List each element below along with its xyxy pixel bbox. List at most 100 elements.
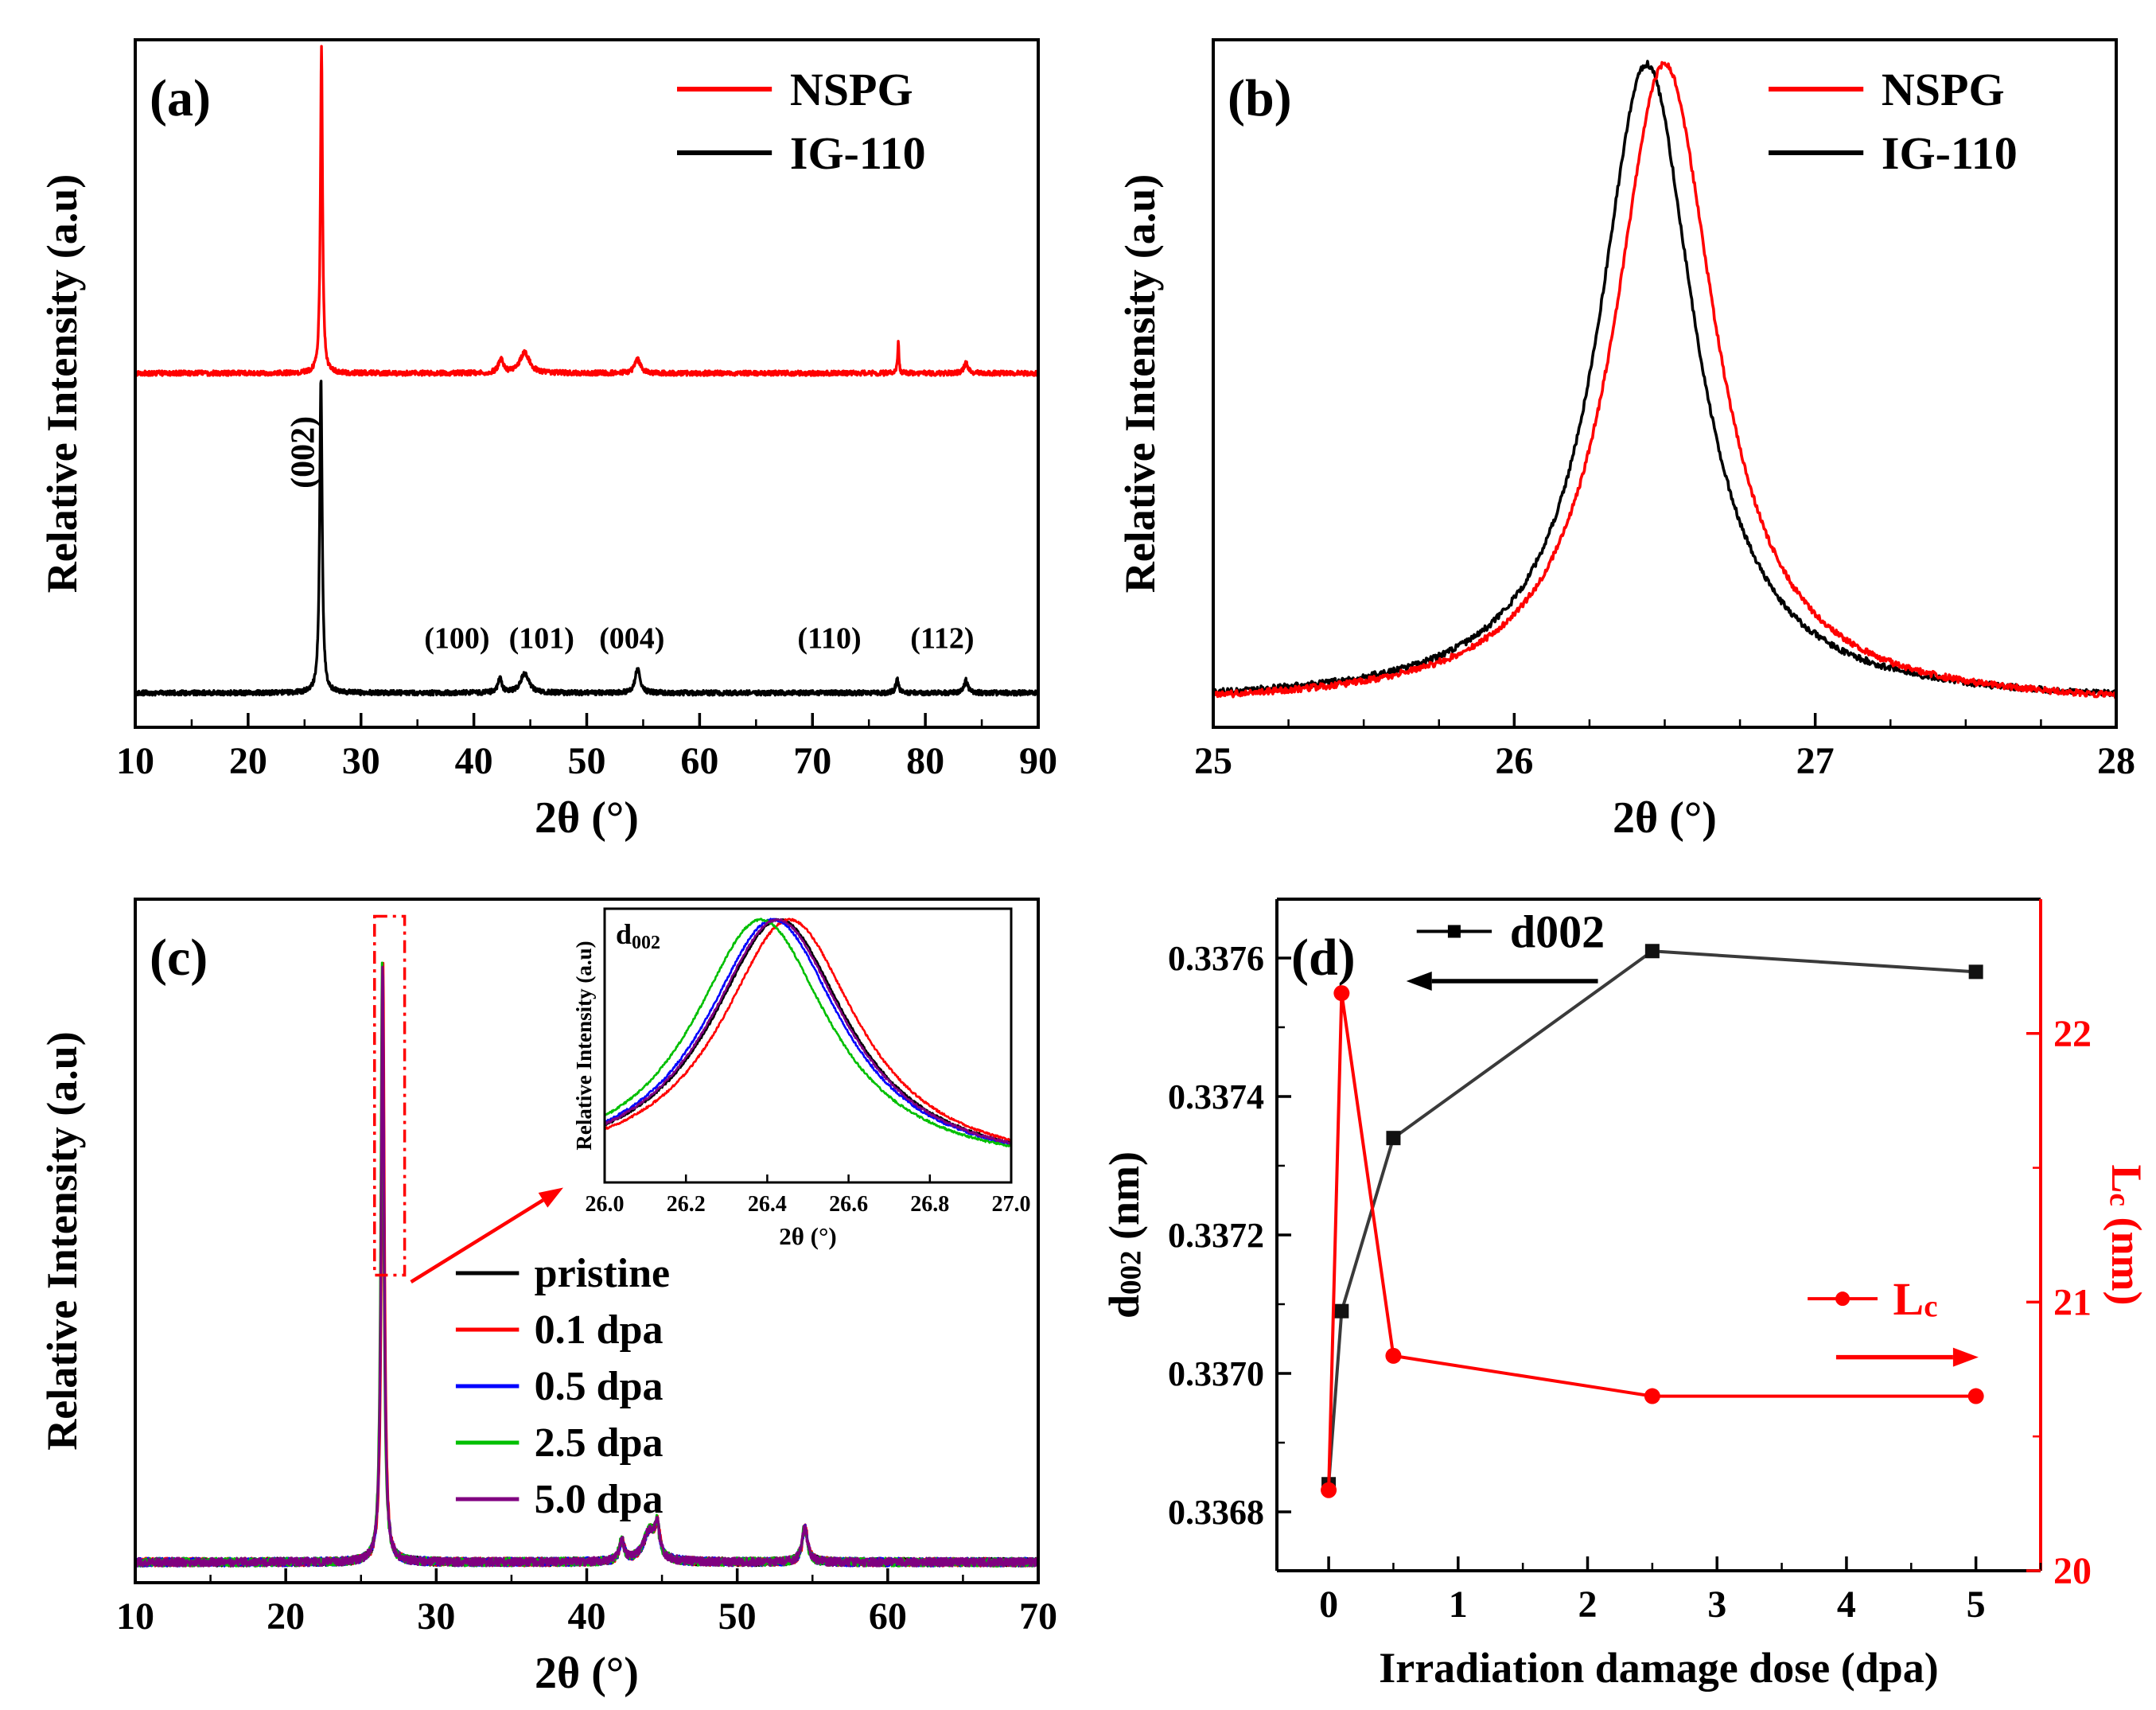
legend-label: 2.5 dpa: [535, 1420, 664, 1466]
x-tick-label: 3: [1707, 1583, 1726, 1626]
peak-label: (004): [599, 622, 664, 656]
panel-b-plot: 25 26 27 28 2θ (°) Relative Intensity (a.u) (b…: [1116, 38, 2135, 843]
panel-c-plot: 26.0 26.2 26.4 26.6 26.8 27.0 2θ (°) Relative I…: [38, 898, 1057, 1698]
legend-label: 5.0 dpa: [535, 1477, 664, 1522]
left-y-axis-label: d002 (nm): [1100, 1151, 1148, 1319]
marker-square-d002: [1644, 944, 1660, 959]
x-axis-label: 2θ (°): [535, 1649, 639, 1698]
left-tick-label: 0.3376: [1168, 938, 1264, 977]
panel-b-chart: 25 26 27 28 2θ (°) Relative Intensity (a.u) (b…: [1078, 0, 2156, 855]
x-tick-label: 10: [116, 1595, 154, 1638]
marker-circle-Lc: [1967, 1388, 1984, 1404]
x-tick-label: 90: [1019, 740, 1057, 782]
right-tick-label: 22: [2053, 1012, 2092, 1054]
peak-label: (100): [424, 622, 489, 656]
panel-label: (c): [150, 929, 208, 987]
y-axis-label: Relative Intensity (a.u): [1116, 174, 1164, 593]
inset-x-tick-label: 26.4: [748, 1192, 787, 1217]
legend-label: NSPG: [790, 64, 913, 115]
annotation-marker-circle: [1835, 1291, 1851, 1307]
right-y-axis-label: Lc (nm): [2103, 1165, 2150, 1306]
annotation-label: Lc: [1893, 1273, 1938, 1325]
inset-series-5.0-dpa: [603, 917, 1013, 1145]
marker-circle-Lc: [1333, 985, 1350, 1002]
panel-a-chart: 10 20 30 40 50 60 70 80 90 2θ (°) Relative Intensi…: [0, 0, 1078, 855]
peak-label: (101): [509, 622, 574, 656]
left-tick-label: 0.3372: [1168, 1216, 1264, 1255]
left-tick-label: 0.3374: [1168, 1077, 1264, 1116]
panel-label: (b): [1228, 69, 1292, 127]
arrow-line: [410, 1198, 544, 1283]
right-tick-label: 21: [2053, 1281, 2092, 1323]
x-tick-label: 2: [1578, 1583, 1598, 1626]
arrow-head: [538, 1187, 563, 1208]
y-axis-label: Relative Intensity (a.u): [38, 1031, 86, 1450]
inset-x-tick-label: 26.8: [910, 1192, 949, 1217]
x-tick-label: 10: [116, 740, 154, 782]
series-line-Lc: [1327, 991, 1976, 1490]
x-tick-label: 40: [455, 740, 493, 782]
inset-x-tick-label: 26.2: [667, 1192, 706, 1217]
panel-a-plot: 10 20 30 40 50 60 70 80 90 2θ (°) Relative Intensi…: [38, 38, 1057, 843]
x-axis-label: 2θ (°): [1613, 793, 1717, 843]
x-axis-label: Irradiation damage dose (dpa): [1379, 1644, 1939, 1692]
series-NSPG: [1212, 60, 2118, 699]
x-tick-label: 4: [1837, 1583, 1856, 1626]
panel-label: (a): [150, 69, 211, 127]
inset-background: [601, 906, 1014, 1186]
left-tick-label: 0.3370: [1168, 1354, 1264, 1393]
x-tick-label: 80: [906, 740, 944, 782]
legend-label: IG-110: [1882, 127, 2018, 179]
x-tick-label: 26: [1495, 740, 1533, 782]
marker-square-d002: [1334, 1303, 1349, 1319]
marker-circle-Lc: [1644, 1388, 1660, 1404]
arrow-head: [1406, 971, 1432, 991]
inset-frame: [603, 907, 1013, 1184]
panel-d-chart: 0 1 2 3 4 5 0.3368 0.3370 0.3372 0.3374 0.3376 20 21…: [1078, 855, 2156, 1710]
x-tick-label: 30: [342, 740, 380, 782]
marker-circle-Lc: [1385, 1347, 1402, 1364]
panel-c-chart: 26.0 26.2 26.4 26.6 26.8 27.0 2θ (°) Relative I…: [0, 855, 1078, 1710]
inset-series-0.1-dpa: [603, 917, 1013, 1142]
inset-y-axis-label: Relative Intensity (a.u): [572, 941, 596, 1150]
x-tick-label: 27: [1796, 740, 1835, 782]
x-tick-label: 25: [1194, 740, 1232, 782]
inset-x-axis-label: 2θ (°): [779, 1222, 836, 1250]
x-tick-label: 28: [2097, 740, 2135, 782]
x-tick-label: 50: [718, 1595, 757, 1638]
inset-corner-label: d002: [616, 918, 660, 953]
inset-x-tick-label: 27.0: [992, 1192, 1031, 1217]
legend-label: IG-110: [790, 127, 926, 179]
x-tick-label: 40: [568, 1595, 606, 1638]
x-tick-label: 5: [1967, 1583, 1986, 1626]
peak-highlight-box: [373, 914, 407, 1277]
marker-square-d002: [1968, 964, 1983, 980]
legend-label: NSPG: [1882, 64, 2005, 115]
annotation-label: d002: [1510, 906, 1605, 957]
series-NSPG: [134, 45, 1040, 377]
peak-label: (002): [285, 416, 321, 489]
right-tick-label: 20: [2053, 1550, 2092, 1592]
x-tick-label: 30: [417, 1595, 455, 1638]
x-axis-label: 2θ (°): [535, 793, 639, 843]
left-tick-label: 0.3368: [1168, 1493, 1264, 1532]
legend-label: 0.5 dpa: [535, 1364, 664, 1409]
inset-series-0.5-dpa: [603, 917, 1012, 1146]
panel-label: (d): [1291, 929, 1356, 987]
x-tick-label: 20: [229, 740, 267, 782]
marker-square-d002: [1386, 1131, 1401, 1146]
peak-label: (112): [910, 622, 974, 656]
legend-label: 0.1 dpa: [535, 1307, 664, 1353]
x-tick-label: 1: [1449, 1583, 1468, 1626]
inset-series-2.5-dpa: [603, 917, 1013, 1147]
legend-label: pristine: [535, 1251, 670, 1296]
annotation-marker-square: [1447, 925, 1461, 938]
x-tick-label: 60: [680, 740, 718, 782]
series-IG-110: [134, 380, 1040, 697]
x-tick-label: 50: [568, 740, 606, 782]
peak-label: (110): [797, 622, 861, 656]
x-tick-label: 60: [869, 1595, 907, 1638]
arrow-head: [1952, 1347, 1979, 1367]
inset-x-tick-label: 26.6: [829, 1192, 868, 1217]
